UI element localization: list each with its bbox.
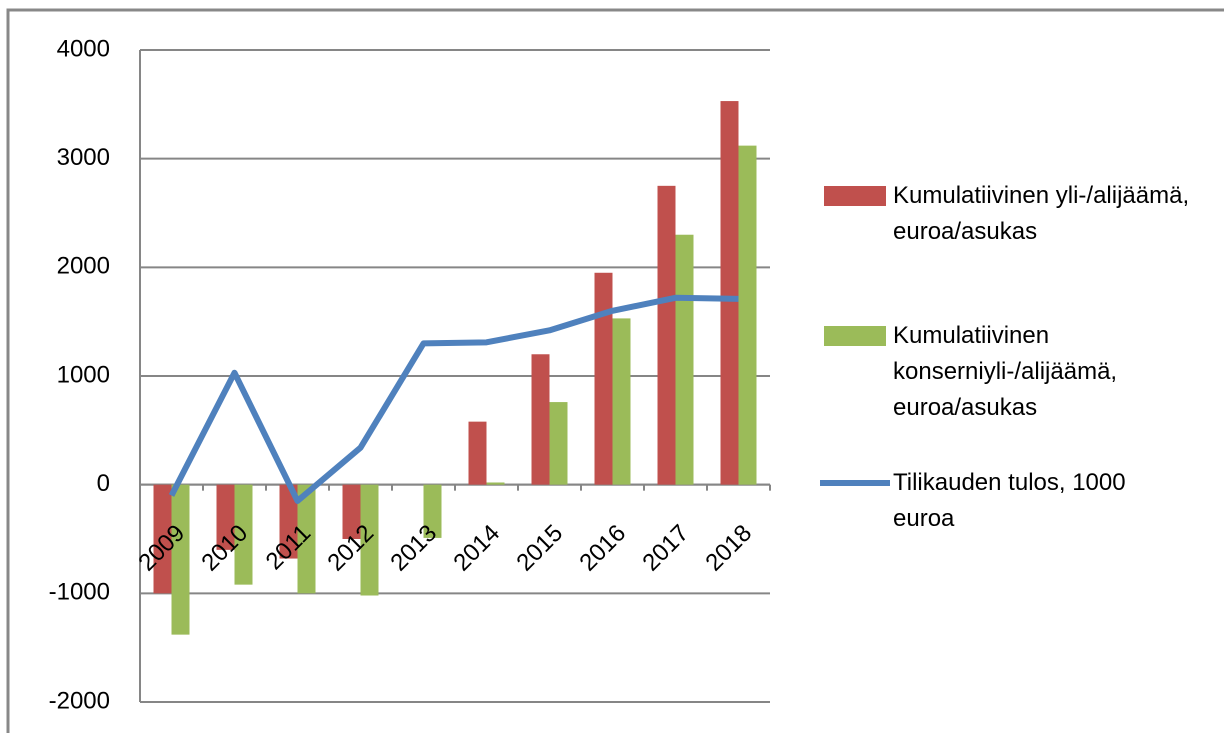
x-tick-label: 2017 [637,520,694,577]
legend-label: Kumulatiivinen konserniyli-/alijäämä, eu… [893,322,1118,421]
bar [423,484,442,538]
bar [531,354,550,485]
frame [6,8,1224,733]
bar [234,484,253,585]
legend-swatch [824,186,886,206]
bar [594,272,613,485]
bar [612,318,631,485]
bar [297,484,316,594]
y-tick-label: 4000 [57,35,110,62]
bar [342,484,361,539]
legend-label: Kumulatiivinen yli-/alijäämä, euroa/asuk… [893,182,1190,245]
legend-swatch [824,326,886,346]
bar [153,484,172,594]
y-tick-label: -2000 [49,687,110,714]
bar [360,484,379,596]
y-tick-label: 3000 [57,144,110,171]
y-tick-label: 0 [97,470,110,497]
bar [675,234,694,485]
y-tick-label: 1000 [57,361,110,388]
y-tick-label: -1000 [49,579,110,606]
bar [486,482,505,485]
bar [279,484,298,559]
bar [720,101,739,485]
y-tick-label: 2000 [57,253,110,280]
bar [216,484,235,550]
bar [549,402,568,485]
bar [171,484,190,635]
x-tick-label: 2015 [511,520,568,577]
bar [468,421,487,485]
legend-label: Tilikauden tulos, 1000 euroa [893,469,1126,532]
line [168,294,739,504]
x-tick-label: 2014 [448,520,505,577]
bar [738,145,757,485]
x-tick-label: 2018 [700,520,757,577]
x-tick-label: 2016 [574,520,631,577]
bar [657,185,676,485]
